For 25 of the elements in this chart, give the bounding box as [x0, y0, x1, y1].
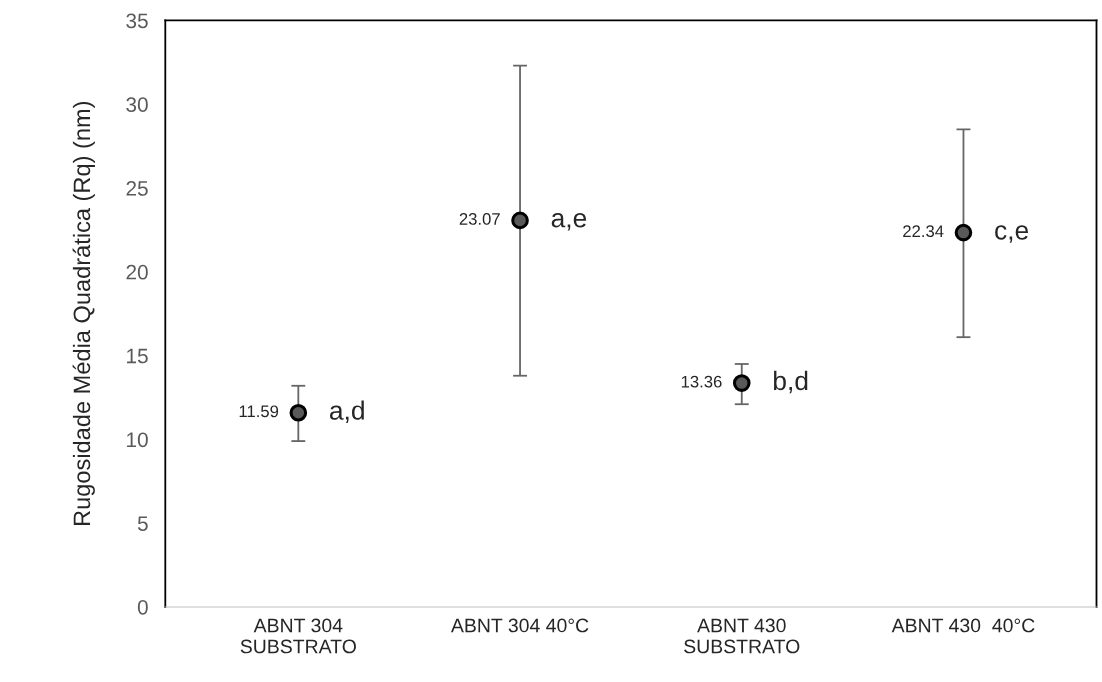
y-axis-title: Rugosidade Média Quadrática (Rq) (nm): [72, 101, 95, 526]
point: [511, 211, 529, 230]
annotation: b,d: [774, 370, 808, 394]
x-tick-label: ABNT 304 SUBSTRATO: [240, 618, 356, 654]
x-tick-label: ABNT 430 40°C: [891, 618, 1035, 633]
y-tick-label: 20: [126, 264, 148, 280]
y-tick-label: 25: [126, 181, 148, 196]
y-tick-label: 10: [127, 432, 148, 448]
y-tick-label: 0: [137, 599, 148, 615]
annotation: a,d: [330, 400, 364, 423]
y-tick-label: 5: [137, 516, 148, 531]
data-label: 23.07: [459, 213, 500, 225]
point: [289, 403, 308, 422]
data-label: 22.34: [903, 225, 944, 238]
data-label: 13.36: [681, 375, 722, 388]
y-tick-label: 15: [127, 348, 148, 364]
y-tick-label: 35: [126, 13, 148, 29]
data-label: 11.59: [239, 405, 279, 418]
x-tick-label: ABNT 430 SUBSTRATO: [684, 618, 800, 654]
annotation: a,e: [551, 213, 587, 231]
annotation: c,e: [995, 225, 1029, 243]
y-tick-label: 30: [126, 97, 148, 112]
point: [732, 374, 751, 392]
x-tick-label: ABNT 304 40°C: [450, 618, 589, 633]
point: [954, 223, 973, 242]
